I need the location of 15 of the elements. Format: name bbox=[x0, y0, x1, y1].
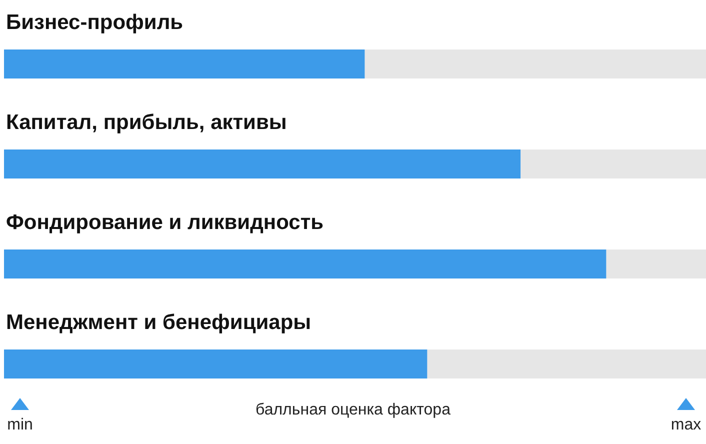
bar bbox=[606, 250, 706, 278]
bar bbox=[364, 50, 706, 78]
text: max bbox=[670, 416, 702, 434]
y-tick-label: Фондирование и ликвидность bbox=[6, 211, 324, 234]
bar bbox=[520, 150, 706, 178]
bar bbox=[4, 350, 428, 378]
bar bbox=[4, 150, 521, 178]
bar bbox=[4, 250, 606, 278]
bar bbox=[427, 350, 706, 378]
y-tick-label: Менеджмент и бенефициары bbox=[6, 311, 312, 334]
text: min bbox=[7, 416, 33, 434]
y-tick-label: Капитал, прибыль, активы bbox=[6, 111, 287, 134]
y-tick-label: Бизнес-профиль bbox=[6, 11, 184, 34]
x-axis-title: балльная оценка фактора bbox=[256, 402, 451, 418]
bar bbox=[4, 50, 365, 78]
